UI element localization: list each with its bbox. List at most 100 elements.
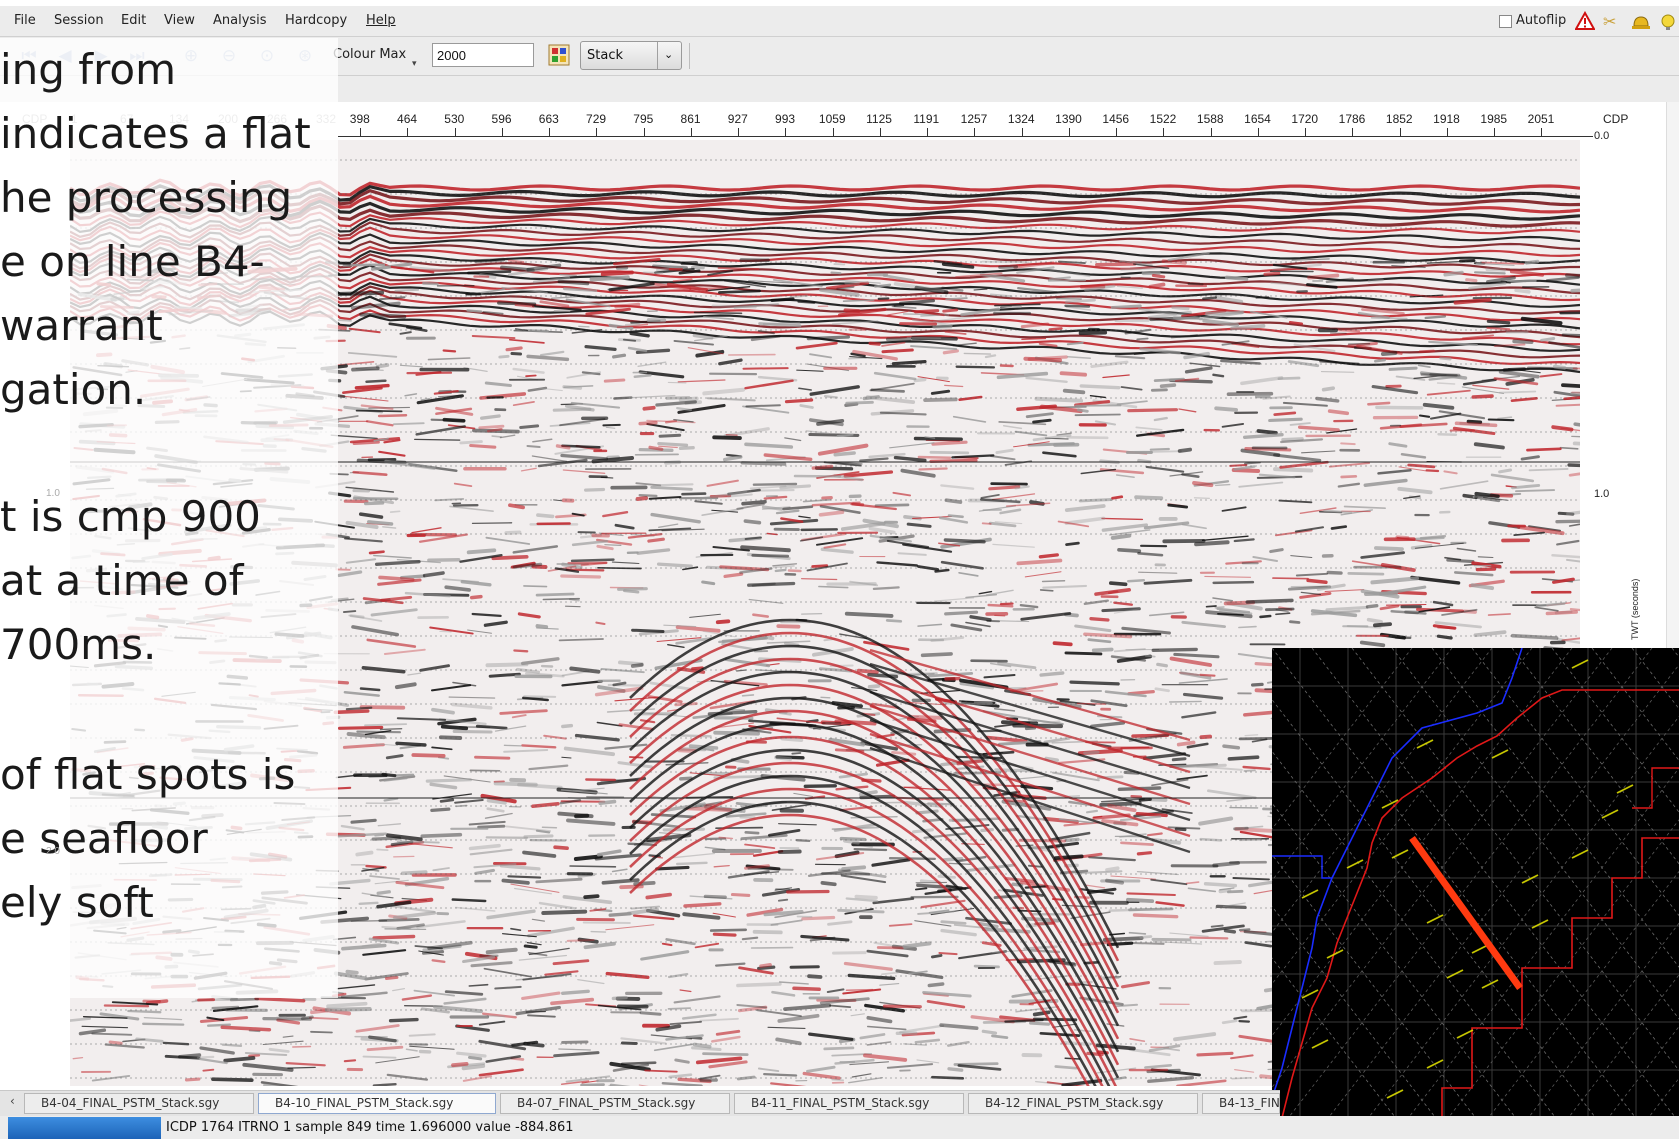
cdp-tick-mark: [1446, 128, 1448, 136]
cdp-tick-mark: [1210, 128, 1212, 136]
autoflip-checkbox[interactable]: [1499, 15, 1512, 28]
overlay-line: gation.: [0, 365, 147, 414]
tab-file[interactable]: B4-07_FINAL_PSTM_Stack.sgy: [500, 1093, 730, 1114]
cdp-tick-mark: [1494, 128, 1495, 136]
cdp-tick-label: 663: [538, 112, 559, 126]
cdp-tick-mark: [1163, 128, 1165, 136]
menu-session[interactable]: Session: [54, 13, 104, 28]
warning-icon[interactable]: [1574, 10, 1596, 31]
tab-scroll-left-icon[interactable]: ‹: [10, 1094, 15, 1108]
menu-analysis[interactable]: Analysis: [213, 13, 267, 28]
cdp-tick-label: 1654: [1244, 112, 1271, 126]
cdp-tick-mark: [360, 128, 361, 136]
colour-dropdown-arrow-icon[interactable]: ▾: [412, 59, 417, 69]
cdp-tick-label: 1257: [960, 112, 988, 126]
tab-file-active[interactable]: B4-10_FINAL_PSTM_Stack.sgy: [258, 1093, 496, 1114]
time-label-mid: 1.0: [1594, 488, 1610, 500]
cdp-tick-mark: [1541, 128, 1543, 136]
cdp-tick-mark: [690, 128, 692, 136]
faint-time-label: 1.0: [46, 488, 60, 499]
cdp-tick-label: 398: [349, 112, 370, 126]
menu-file[interactable]: File: [14, 13, 36, 28]
cdp-tick-label: 729: [586, 112, 607, 126]
overlay-line: 700ms.: [0, 620, 157, 669]
tab-label: B4-13_FINAL: [1219, 1096, 1280, 1110]
cdp-tick-label: 1588: [1196, 112, 1224, 126]
cdp-tick-mark: [1399, 128, 1401, 136]
cdp-tick-label: 1125: [866, 112, 892, 126]
cdp-tick-label: 1456: [1102, 112, 1130, 126]
overlay-line: he processing: [0, 173, 293, 222]
cdp-tick-label: 596: [491, 112, 512, 126]
file-tab-bar: ‹ B4-04_FINAL_PSTM_Stack.sgy B4-10_FINAL…: [0, 1090, 1280, 1116]
survey-basemap-inset[interactable]: [1272, 648, 1679, 1139]
cdp-tick-label: 1720: [1291, 112, 1319, 126]
colour-palette-icon[interactable]: [548, 44, 570, 66]
overlay-line: of flat spots is: [0, 750, 296, 799]
tools-icon[interactable]: ✂: [1603, 12, 1617, 31]
cdp-tick-label: 861: [680, 112, 701, 126]
cdp-tick-mark: [1116, 128, 1117, 136]
cdp-tick-mark: [832, 128, 834, 136]
cdp-tick-label: 993: [775, 112, 796, 126]
menu-view[interactable]: View: [164, 13, 195, 28]
tab-label: B4-04_FINAL_PSTM_Stack.sgy: [41, 1096, 220, 1110]
tab-file[interactable]: B4-13_FINAL: [1202, 1093, 1280, 1114]
cdp-tick-label: 1985: [1480, 112, 1508, 126]
display-mode-value: Stack: [587, 48, 623, 63]
cdp-tick-label: 795: [633, 112, 654, 126]
cdp-tick-mark: [501, 128, 503, 136]
cdp-tick-label: 1918: [1433, 112, 1460, 126]
menu-edit[interactable]: Edit: [121, 13, 147, 28]
cdp-tick-label: 1786: [1338, 112, 1366, 126]
cdp-tick-label: 2051: [1527, 112, 1555, 126]
overlay-line: ely soft: [0, 878, 154, 927]
vertical-scrollbar[interactable]: [1666, 102, 1679, 652]
cdp-tick-mark: [407, 128, 409, 136]
cdp-tick-mark: [454, 128, 456, 136]
cdp-tick-label: 1324: [1007, 112, 1035, 126]
display-mode-select[interactable]: Stack ⌄: [580, 41, 682, 70]
colour-max-input[interactable]: [432, 43, 534, 67]
tab-file[interactable]: B4-04_FINAL_PSTM_Stack.sgy: [24, 1093, 254, 1114]
cdp-tick-mark: [1305, 128, 1306, 136]
tab-file[interactable]: B4-12_FINAL_PSTM_Stack.sgy: [968, 1093, 1198, 1114]
status-bar: [0, 1116, 1679, 1139]
cdp-tick-label: 1390: [1055, 112, 1082, 126]
menu-bar: File Session Edit View Analysis Hardcopy…: [0, 6, 1679, 37]
cdp-tick-mark: [596, 128, 598, 136]
cdp-axis-title: CDP: [1603, 112, 1629, 126]
cdp-tick-mark: [738, 128, 739, 136]
overlay-line: warrant: [0, 301, 163, 350]
chevron-down-icon: ⌄: [664, 48, 674, 61]
status-readout: ICDP 1764 ITRNO 1 sample 849 time 1.6960…: [166, 1120, 574, 1135]
overlay-line: e on line B4-: [0, 237, 265, 286]
tab-file[interactable]: B4-11_FINAL_PSTM_Stack.sgy: [734, 1093, 964, 1114]
autoflip-label: Autoflip: [1516, 13, 1567, 28]
overlay-line: ing from: [0, 45, 177, 94]
hint-icon[interactable]: [1658, 12, 1678, 32]
tab-label: B4-12_FINAL_PSTM_Stack.sgy: [985, 1096, 1164, 1110]
cdp-tick-label: 1852: [1385, 112, 1413, 126]
status-progress-indicator: [8, 1117, 161, 1139]
tab-label: B4-10_FINAL_PSTM_Stack.sgy: [275, 1096, 454, 1110]
cdp-tick-mark: [974, 128, 976, 136]
cdp-tick-mark: [1257, 128, 1259, 136]
cdp-tick-mark: [785, 128, 787, 136]
slide-text-overlay: ing from indicates a flat he processing …: [0, 38, 338, 998]
hardhat-icon[interactable]: [1631, 12, 1651, 32]
overlay-line: t is cmp 900: [0, 492, 261, 541]
cdp-tick-mark: [549, 128, 550, 136]
faint-time-label: 2.0: [46, 846, 60, 857]
cdp-tick-label: 927: [727, 112, 748, 126]
tab-label: B4-07_FINAL_PSTM_Stack.sgy: [517, 1096, 696, 1110]
cdp-tick-mark: [1352, 128, 1354, 136]
menu-help[interactable]: Help: [366, 13, 396, 28]
cdp-tick-label: 1059: [818, 112, 846, 126]
cdp-tick-label: 1522: [1149, 112, 1177, 126]
overlay-line: at a time of: [0, 556, 244, 605]
time-label-top: 0.0: [1594, 130, 1610, 142]
cdp-tick-mark: [1068, 128, 1070, 136]
menu-hardcopy[interactable]: Hardcopy: [285, 13, 348, 28]
